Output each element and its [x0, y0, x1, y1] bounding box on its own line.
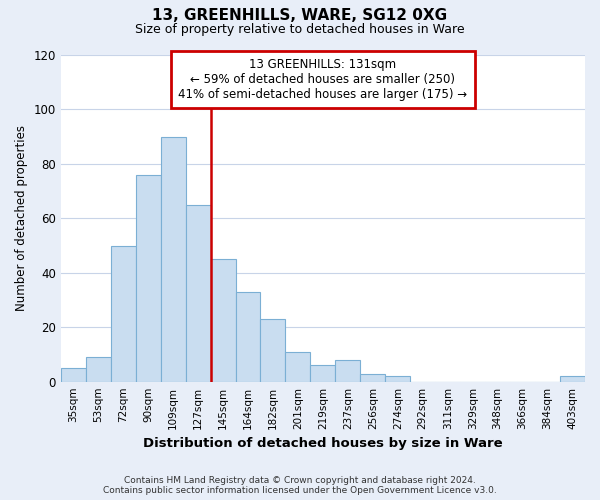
Bar	[286, 352, 310, 382]
Bar	[560, 376, 585, 382]
Text: 13, GREENHILLS, WARE, SG12 0XG: 13, GREENHILLS, WARE, SG12 0XG	[152, 8, 448, 22]
Bar	[161, 136, 185, 382]
Bar	[61, 368, 86, 382]
Bar	[86, 357, 111, 382]
Bar	[335, 360, 361, 382]
Bar	[310, 366, 335, 382]
Text: 13 GREENHILLS: 131sqm
← 59% of detached houses are smaller (250)
41% of semi-det: 13 GREENHILLS: 131sqm ← 59% of detached …	[178, 58, 467, 102]
Bar	[385, 376, 410, 382]
Bar	[260, 319, 286, 382]
Bar	[236, 292, 260, 382]
Text: Size of property relative to detached houses in Ware: Size of property relative to detached ho…	[135, 22, 465, 36]
Bar	[185, 204, 211, 382]
X-axis label: Distribution of detached houses by size in Ware: Distribution of detached houses by size …	[143, 437, 503, 450]
Bar	[111, 246, 136, 382]
Bar	[211, 259, 236, 382]
Text: Contains HM Land Registry data © Crown copyright and database right 2024.
Contai: Contains HM Land Registry data © Crown c…	[103, 476, 497, 495]
Bar	[361, 374, 385, 382]
Y-axis label: Number of detached properties: Number of detached properties	[15, 126, 28, 312]
Bar	[136, 175, 161, 382]
